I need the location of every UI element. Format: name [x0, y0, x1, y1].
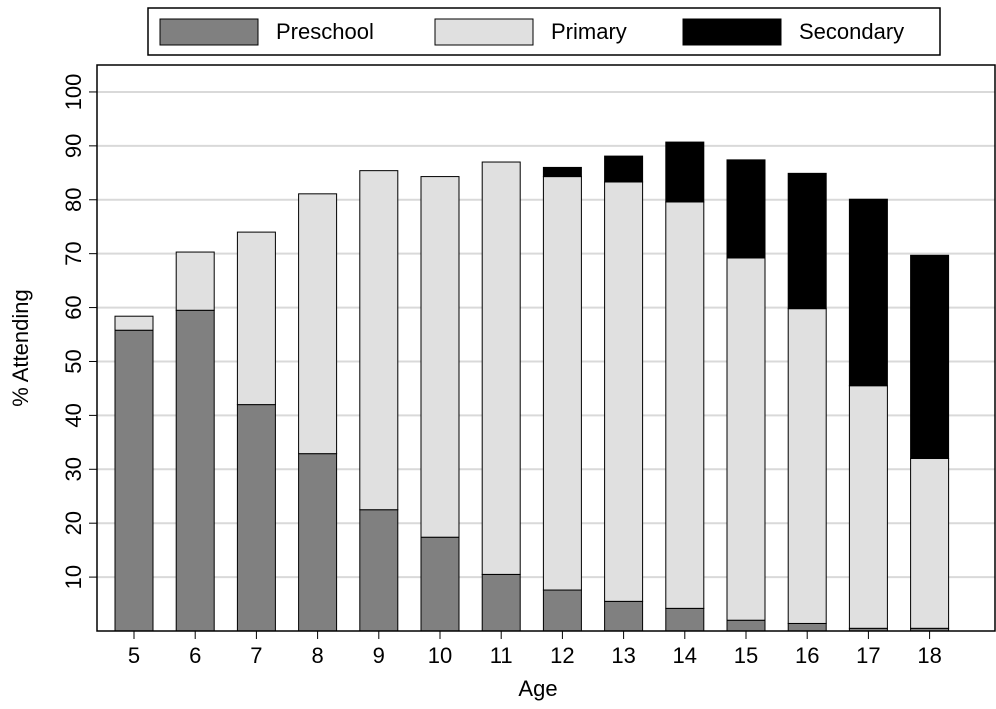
- bar-segment: [787, 172, 827, 310]
- y-tick-label: 40: [61, 403, 86, 427]
- bar-segment: [298, 193, 338, 455]
- bar-segment: [665, 201, 705, 609]
- bar-segment: [481, 573, 521, 632]
- x-tick-label: 17: [856, 643, 880, 668]
- x-axis-label: Age: [518, 676, 557, 701]
- bar-segment: [114, 329, 154, 632]
- bar-segment: [542, 166, 582, 178]
- y-tick-label: 10: [61, 565, 86, 589]
- bar-segment: [175, 251, 215, 311]
- bar-segment: [542, 176, 582, 591]
- y-tick-label: 30: [61, 457, 86, 481]
- legend-swatch: [434, 18, 534, 46]
- y-tick-label: 90: [61, 134, 86, 158]
- x-tick-label: 14: [673, 643, 697, 668]
- bar-segment: [787, 308, 827, 624]
- legend-label: Preschool: [276, 19, 374, 44]
- bar-segment: [910, 458, 950, 629]
- bar-segment: [848, 198, 888, 387]
- bar-segment: [726, 257, 766, 621]
- y-tick-label: 80: [61, 188, 86, 212]
- bar-segment: [359, 170, 399, 511]
- bar-segment: [910, 254, 950, 460]
- x-tick-label: 6: [189, 643, 201, 668]
- x-tick-label: 16: [795, 643, 819, 668]
- x-tick-label: 11: [490, 643, 513, 668]
- bar-segment: [726, 159, 766, 259]
- bar-segment: [420, 176, 460, 538]
- y-tick-label: 70: [61, 241, 86, 265]
- y-axis-label: % Attending: [8, 289, 33, 406]
- x-tick-label: 5: [128, 643, 140, 668]
- x-tick-label: 8: [311, 643, 323, 668]
- x-tick-label: 10: [428, 643, 452, 668]
- x-tick-label: 7: [250, 643, 262, 668]
- bar-segment: [848, 385, 888, 629]
- bar-segment: [175, 309, 215, 632]
- x-tick-label: 12: [550, 643, 574, 668]
- x-tick-label: 15: [734, 643, 758, 668]
- bar-segment: [236, 231, 276, 406]
- bar-segment: [359, 509, 399, 632]
- bar-segment: [726, 619, 766, 632]
- y-tick-label: 60: [61, 295, 86, 319]
- y-tick-label: 20: [61, 511, 86, 535]
- bar-segment: [114, 315, 154, 331]
- bar-segment: [604, 600, 644, 632]
- bar-segment: [542, 589, 582, 632]
- bar-segment: [298, 453, 338, 632]
- x-tick-label: 9: [373, 643, 385, 668]
- x-tick-label: 18: [917, 643, 941, 668]
- legend-box: [147, 7, 941, 56]
- bar-segment: [420, 536, 460, 632]
- legend-label: Secondary: [799, 19, 904, 44]
- y-tick-label: 100: [61, 74, 86, 111]
- bar-segment: [665, 141, 705, 203]
- bar-segment: [481, 161, 521, 575]
- legend-swatch: [682, 18, 782, 46]
- y-tick-label: 50: [61, 349, 86, 373]
- bar-segment: [604, 155, 644, 183]
- bar-segment: [665, 607, 705, 632]
- x-tick-label: 13: [611, 643, 635, 668]
- bar-segment: [604, 181, 644, 602]
- bar-segment: [236, 404, 276, 632]
- plot-frame: [96, 64, 996, 632]
- legend-swatch: [159, 18, 259, 46]
- legend-label: Primary: [551, 19, 627, 44]
- bar-segment: [787, 622, 827, 632]
